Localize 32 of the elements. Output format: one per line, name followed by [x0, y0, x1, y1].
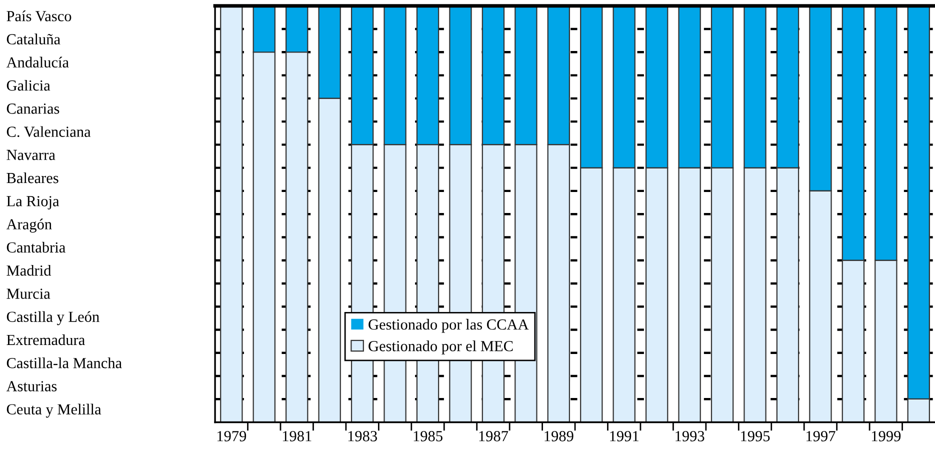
text: C. Valenciana: [6, 126, 91, 138]
text: Navarra: [6, 150, 56, 160]
text: País Vasco: [6, 10, 72, 22]
text: Baleares: [6, 172, 58, 184]
x-tick-label: 1983: [348, 431, 377, 442]
text: Cantabria: [6, 242, 66, 253]
x-tick-label: 1989: [544, 431, 574, 442]
text: Ceuta y Melilla: [6, 404, 102, 418]
x-tick-label: 1987: [479, 431, 508, 442]
text: Asturias: [6, 381, 57, 392]
legend-label: Gestionado por las CCAA: [368, 318, 529, 333]
text: Castilla y León: [6, 311, 100, 326]
text: Aragón: [6, 218, 52, 233]
x-tick-label: 1981: [282, 431, 312, 442]
x-tick-label: 1993: [676, 431, 704, 442]
x-tick-label: 1999: [872, 431, 901, 442]
text: Castilla-la Mancha: [6, 357, 122, 368]
text: Andalucía: [6, 56, 69, 68]
text: Canarias: [6, 104, 60, 114]
text: Extremadura: [6, 334, 85, 346]
text: Murcia: [6, 288, 50, 299]
text: Cataluña: [6, 34, 60, 44]
x-tick-label: 1979: [217, 431, 246, 442]
x-tick-label: 1995: [741, 431, 770, 442]
bar: [220, 6, 243, 422]
text: Madrid: [6, 264, 52, 276]
text: Galicia: [6, 80, 50, 91]
text: La Rioja: [6, 196, 60, 210]
legend-label: Gestionado por el MEC: [368, 340, 513, 354]
x-tick-label: 1997: [806, 431, 836, 442]
x-tick-label: 1991: [610, 431, 638, 442]
x-tick-label: 1985: [414, 431, 442, 442]
